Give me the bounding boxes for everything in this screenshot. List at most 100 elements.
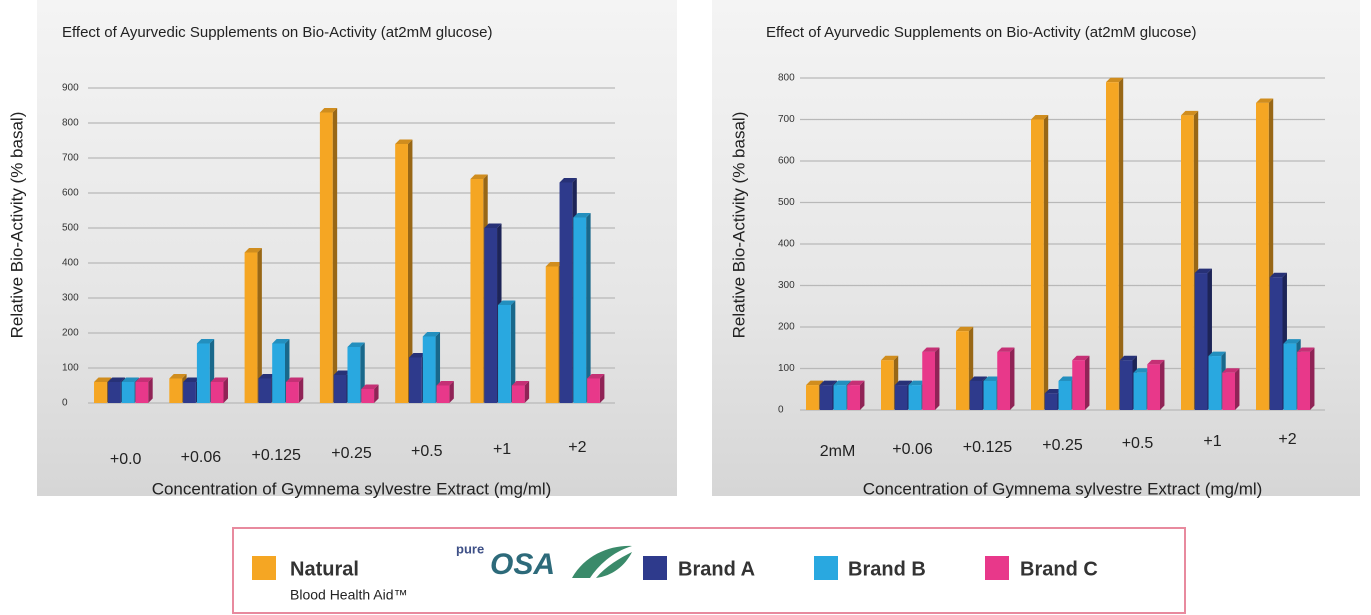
bar-top: [436, 381, 454, 386]
bar-top: [983, 376, 1001, 381]
x-tick-label: +0.0: [110, 451, 142, 468]
bar: [559, 182, 573, 403]
bar-top: [169, 374, 187, 379]
x-tick-label: +2: [568, 439, 586, 456]
bar-side: [298, 377, 304, 403]
bar: [183, 382, 196, 403]
bar: [1222, 372, 1235, 410]
bar-side: [1118, 77, 1124, 410]
y-axis-label: Relative Bio-Activity (% basal): [7, 112, 26, 339]
bar-top: [395, 139, 413, 144]
bar: [545, 266, 559, 403]
bar-top: [285, 377, 304, 382]
y-tick-label: 700: [778, 114, 795, 125]
bar: [1208, 356, 1222, 410]
bar-top: [135, 377, 153, 382]
bar-top: [1297, 347, 1315, 352]
x-tick-label: +0.5: [411, 443, 443, 460]
bar: [806, 385, 819, 410]
y-tick-label: 800: [62, 118, 79, 129]
bar-top: [511, 381, 530, 386]
bar-side: [257, 248, 262, 403]
y-tick-label: 500: [62, 223, 79, 234]
chart-title: Effect of Ayurvedic Supplements on Bio-A…: [62, 24, 492, 41]
bar: [1297, 351, 1310, 410]
bar-top: [422, 332, 441, 337]
bar-top: [545, 262, 564, 267]
bar-top: [498, 300, 516, 305]
bar-top: [1208, 351, 1226, 357]
bar-side: [524, 381, 530, 403]
bar-top: [1147, 359, 1165, 365]
bar: [107, 382, 121, 403]
bar-side: [1085, 355, 1090, 410]
legend-label: Brand C: [1020, 558, 1098, 580]
y-tick-label: 700: [62, 153, 79, 164]
bar: [894, 385, 908, 410]
bar-top: [258, 374, 276, 379]
bar: [1147, 364, 1160, 410]
bar-side: [332, 108, 338, 403]
x-tick-label: 2mM: [820, 443, 856, 460]
bar-top: [196, 339, 215, 344]
bar: [319, 112, 333, 403]
bar-top: [559, 178, 577, 183]
x-tick-label: +0.25: [331, 445, 372, 462]
bar-top: [361, 384, 379, 389]
bar-side: [935, 347, 940, 410]
bar-side: [1043, 115, 1049, 410]
legend-box: [232, 527, 1186, 614]
bar-side: [1160, 359, 1165, 410]
bar: [922, 351, 935, 410]
y-tick-label: 600: [62, 188, 79, 199]
bar-top: [1222, 368, 1240, 373]
bar-top: [244, 248, 262, 253]
legend-swatch: [985, 556, 1009, 580]
bar: [169, 378, 183, 403]
bar-top: [272, 339, 290, 344]
bar: [1194, 273, 1208, 410]
bar-side: [1010, 347, 1015, 410]
bar-side: [1235, 368, 1240, 410]
bar: [1031, 119, 1044, 410]
bar: [1058, 380, 1072, 410]
chart-title: Effect of Ayurvedic Supplements on Bio-A…: [766, 24, 1196, 41]
bar-top: [210, 377, 228, 382]
y-tick-label: 400: [778, 239, 795, 250]
bar: [347, 347, 361, 403]
bar: [587, 378, 600, 403]
bar-top: [1044, 388, 1062, 394]
x-tick-label: +0.25: [1042, 437, 1083, 454]
legend-note: Blood Health Aid™: [290, 587, 408, 603]
bar-top: [1133, 368, 1151, 373]
y-tick-label: 300: [778, 280, 795, 291]
logo: OSA: [490, 548, 555, 581]
bar: [1119, 360, 1133, 410]
bar-top: [847, 380, 865, 386]
y-tick-label: 300: [62, 293, 79, 304]
bar: [498, 305, 511, 403]
x-tick-label: +0.125: [252, 447, 301, 464]
bar: [1133, 372, 1147, 410]
bar-side: [599, 374, 605, 403]
bar: [1106, 82, 1119, 411]
legend-label: Brand B: [848, 558, 926, 580]
y-tick-label: 600: [778, 156, 795, 167]
bar-top: [908, 380, 926, 386]
bar-top: [806, 380, 824, 386]
y-tick-label: 0: [62, 398, 68, 409]
bar-side: [449, 381, 454, 403]
bar-top: [587, 374, 605, 379]
logo-prefix: pure: [456, 541, 484, 556]
bar-top: [1194, 268, 1212, 274]
bar-top: [894, 380, 912, 386]
y-tick-label: 800: [778, 73, 795, 84]
bar: [956, 331, 969, 410]
bar: [285, 382, 299, 403]
bar-top: [1119, 355, 1137, 361]
bar-top: [1031, 115, 1049, 120]
bar: [333, 375, 347, 403]
bar: [1283, 343, 1297, 410]
y-axis-label: Relative Bio-Activity (% basal): [729, 112, 748, 339]
bar: [422, 336, 436, 403]
